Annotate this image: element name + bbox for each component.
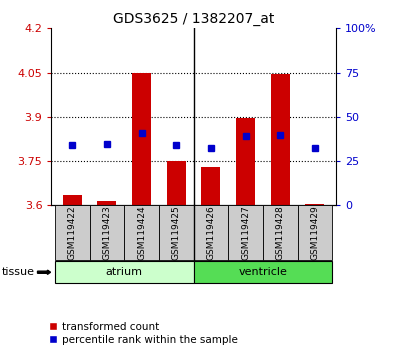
Bar <box>132 73 151 205</box>
Text: GSM119423: GSM119423 <box>102 205 111 260</box>
Text: tissue: tissue <box>2 267 35 277</box>
Bar <box>167 161 186 205</box>
Text: GSM119426: GSM119426 <box>207 205 215 260</box>
Text: GSM119422: GSM119422 <box>68 205 77 260</box>
Bar <box>271 74 290 205</box>
Bar <box>201 167 220 205</box>
Bar <box>63 195 82 205</box>
Text: GSM119425: GSM119425 <box>172 205 181 260</box>
Text: atrium: atrium <box>106 267 143 277</box>
Bar <box>236 118 255 205</box>
Text: GSM119428: GSM119428 <box>276 205 285 260</box>
Text: GSM119429: GSM119429 <box>310 205 320 260</box>
Text: GSM119424: GSM119424 <box>137 205 146 260</box>
Bar <box>305 204 324 205</box>
Text: GSM119427: GSM119427 <box>241 205 250 260</box>
Text: ventricle: ventricle <box>239 267 287 277</box>
Legend: transformed count, percentile rank within the sample: transformed count, percentile rank withi… <box>45 317 243 349</box>
Title: GDS3625 / 1382207_at: GDS3625 / 1382207_at <box>113 12 274 26</box>
Bar <box>97 201 117 205</box>
